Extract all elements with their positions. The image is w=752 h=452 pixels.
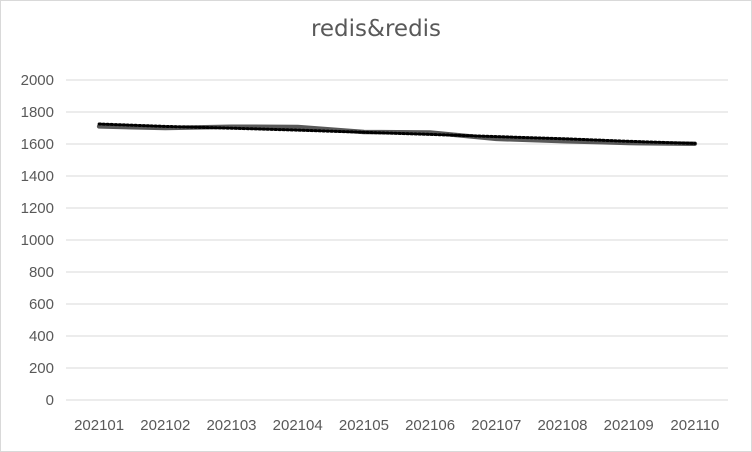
x-tick-label: 202106 [405,417,455,434]
y-tick-label: 800 [29,264,54,281]
x-tick-label: 202105 [339,417,389,434]
y-tick-label: 1200 [21,200,54,217]
x-tick-label: 202110 [670,417,719,434]
x-tick-label: 202102 [140,417,190,434]
y-tick-label: 0 [46,392,54,409]
series-line-2 [97,122,697,145]
y-tick-label: 1400 [21,168,54,185]
chart-title: redis&redis [310,16,442,42]
x-tick-label: 202107 [471,417,521,434]
y-tick-label: 1800 [21,104,54,121]
x-tick-label: 202104 [273,417,323,434]
y-tick-label: 600 [29,296,54,313]
x-tick-label: 202103 [206,417,256,434]
gridlines [66,79,728,401]
x-tick-label: 202108 [537,417,587,434]
y-tick-label: 1000 [21,232,54,249]
y-tick-label: 2000 [21,72,54,89]
x-axis-tick-labels: 202101 202102 202103 202104 202105 202106 2021… [74,417,719,434]
y-tick-label: 200 [29,360,54,377]
series-lines [96,122,698,146]
y-tick-label: 1600 [21,136,54,153]
x-tick-label: 202109 [604,417,654,434]
x-tick-label: 202101 [74,417,124,434]
y-axis-tick-labels: 0 200 400 600 800 1000 1200 1400 1600 1800 2000 [21,72,54,409]
y-tick-label: 400 [29,328,54,345]
